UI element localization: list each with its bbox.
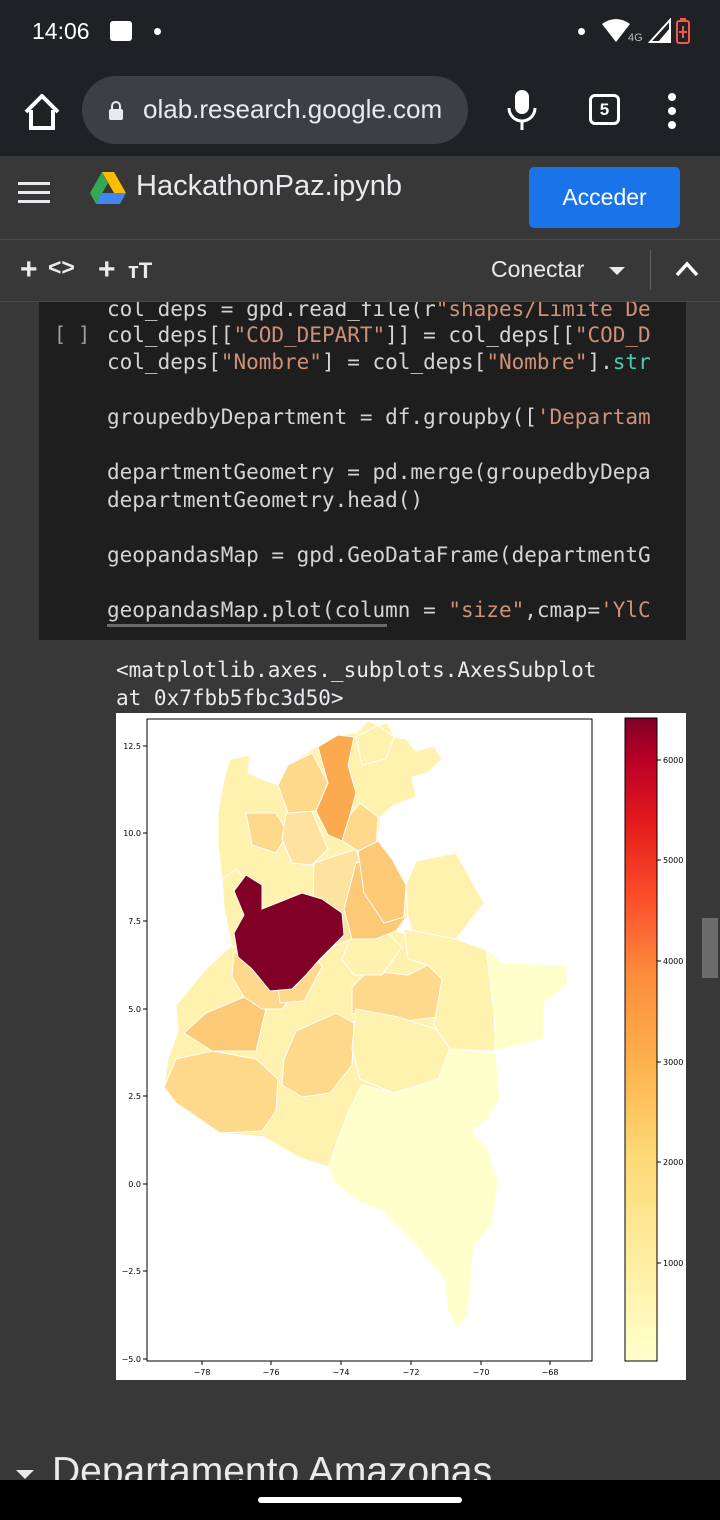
code-line: col_deps["Nombre"] = col_deps["Nombre"].… [107,350,651,374]
sign-in-button[interactable]: Acceder [529,167,680,228]
text-format-icon[interactable]: ᴛT [128,258,153,283]
notification-dot-icon [154,28,161,35]
home-gesture-handle[interactable] [258,1497,462,1503]
y-tick-label: 0.0 [128,1180,141,1189]
browser-toolbar: olab.research.google.com 5 [0,64,720,156]
signal-icon [648,18,671,43]
code-line: geopandasMap.plot(column = "size",cmap='… [107,598,651,622]
code-line: departmentGeometry.head() [107,488,424,512]
hamburger-menu-icon[interactable] [18,180,50,204]
chevron-up-icon[interactable] [674,260,700,278]
x-tick-label: −76 [263,1368,280,1377]
choropleth-map-plot: 12.510.07.55.02.50.0−2.5−5.0 −78 −76 −74 −7… [116,713,686,1380]
code-cell-editor[interactable]: col_deps = gpd.read_file(r"shapes/Limite… [39,302,686,640]
notebook-content: col_deps = gpd.read_file(r"shapes/Limite… [0,302,720,1480]
colorbar-tick-label: 4000 [663,957,683,966]
colorbar-tick-label: 1000 [663,1259,683,1268]
cell-output-text: <matplotlib.axes._subplots.AxesSubplot a… [116,656,596,712]
wifi-icon [602,19,630,42]
address-bar[interactable]: olab.research.google.com [82,76,468,144]
notebook-title[interactable]: HackathonPaz.ipynb [136,170,402,202]
gallery-notification-icon [110,21,132,41]
system-nav-bar [0,1480,720,1520]
battery-icon [676,18,690,44]
colorbar-tick-label: 5000 [663,856,683,865]
colorbar-tick-label: 3000 [663,1058,683,1067]
status-bar: 14:06 4G [0,0,720,64]
microphone-icon[interactable] [504,88,540,132]
colorbar-tick-label: 2000 [663,1158,683,1167]
department-shapes [163,720,569,1330]
y-tick-label: 2.5 [128,1092,141,1101]
scrollbar-thumb[interactable] [702,918,718,978]
code-brackets-icon[interactable]: <> [48,254,75,280]
chevron-down-icon[interactable] [16,1470,34,1479]
notebook-toolbar: + <> + ᴛT Conectar [0,240,720,302]
y-axis-ticks: 12.5 10.0 7.5 5.0 2.5 0.0 −2.5 −5.0 [122,742,147,1364]
tab-switcher-button[interactable]: 5 [589,94,620,125]
add-text-cell-plus-icon[interactable]: + [98,253,116,286]
y-tick-label: 7.5 [128,917,141,926]
colorbar-tick-label: 6000 [663,756,683,765]
code-line: geopandasMap = gpd.GeoDataFrame(departme… [107,543,651,567]
x-tick-label: −74 [333,1368,350,1377]
cell-run-indicator[interactable]: [ ] [54,322,91,346]
home-icon[interactable] [20,90,64,134]
add-code-cell-plus-icon[interactable]: + [20,253,38,286]
url-text: olab.research.google.com [143,94,443,124]
y-tick-label: −5.0 [122,1355,141,1364]
code-line: col_deps[["COD_DEPART"]] = col_deps[["CO… [107,323,651,347]
x-tick-label: −72 [403,1368,420,1377]
y-tick-label: 10.0 [123,829,141,838]
x-tick-label: −68 [542,1368,559,1377]
colorbar-ticks: 6000 5000 4000 3000 2000 1000 [657,756,683,1268]
code-underline [107,624,387,627]
y-tick-label: 12.5 [123,742,141,751]
toolbar-divider [650,250,651,290]
section-heading: Departamento Amazonas [52,1450,493,1480]
output-line: at 0x7fbb5fbc3d50> [116,686,344,710]
chevron-down-icon[interactable] [609,267,625,275]
google-drive-icon [90,172,126,204]
y-tick-label: −2.5 [122,1267,141,1276]
code-line: groupedbyDepartment = df.groupby(['Depar… [107,405,651,429]
status-time: 14:06 [32,18,90,44]
code-line: col_deps = gpd.read_file(r"shapes/Limite… [107,302,651,321]
connect-button[interactable]: Conectar [491,256,585,282]
x-axis-ticks: −78 −76 −74 −72 −70 −68 [194,1361,559,1377]
notification-dot-icon [578,28,585,35]
output-line: <matplotlib.axes._subplots.AxesSubplot [116,658,597,682]
colab-header: HackathonPaz.ipynb Acceder [0,156,720,240]
x-tick-label: −78 [194,1368,211,1377]
lock-icon [109,101,123,120]
y-tick-label: 5.0 [128,1005,141,1014]
more-vert-icon[interactable] [664,92,680,130]
code-line: departmentGeometry = pd.merge(groupedbyD… [107,460,651,484]
colorbar [624,717,658,1362]
x-tick-label: −70 [473,1368,490,1377]
network-type: 4G [628,32,643,44]
